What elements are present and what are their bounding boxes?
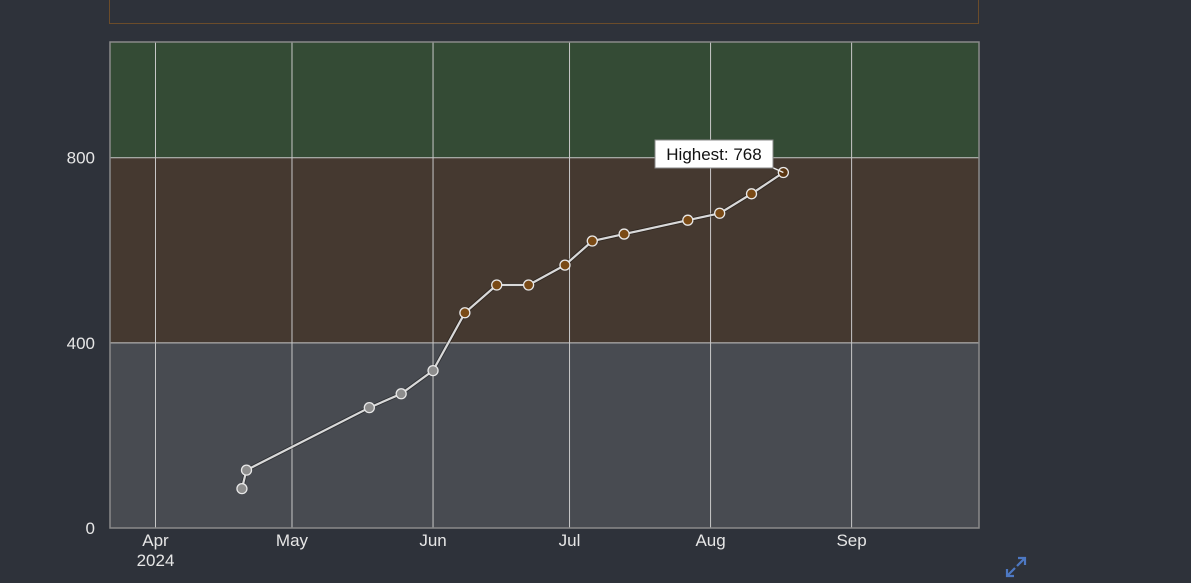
data-point — [459, 307, 471, 319]
data-point — [559, 259, 571, 271]
annotation-box — [654, 139, 774, 169]
data-point — [240, 464, 253, 476]
x-tick-label: Jul — [559, 531, 581, 550]
plot-band-1 — [110, 157, 979, 343]
data-point — [618, 228, 630, 240]
x-tick-label: Jun — [419, 531, 446, 550]
plot-border — [109, 41, 980, 529]
expand-icon[interactable] — [1004, 556, 1028, 578]
data-point — [682, 214, 694, 226]
data-point — [427, 364, 439, 377]
x-tick-sublabel: 2024 — [137, 551, 175, 570]
plot-band-2 — [110, 42, 979, 158]
data-point — [491, 279, 503, 291]
x-tick-label: Aug — [695, 531, 725, 550]
x-tick-label: May — [276, 531, 309, 550]
annotation-label: Highest: 768 — [666, 145, 761, 164]
y-tick-label: 0 — [86, 519, 95, 538]
data-point — [395, 388, 407, 400]
data-point — [586, 235, 598, 247]
data-point — [236, 483, 248, 495]
x-tick-label: Sep — [836, 531, 866, 550]
y-tick-label: 400 — [67, 334, 95, 353]
top-panel — [109, 0, 979, 24]
x-tick-label: Apr — [142, 531, 169, 550]
data-point — [745, 188, 758, 200]
data-point — [522, 279, 535, 291]
y-tick-label: 800 — [67, 149, 95, 168]
data-point — [714, 207, 726, 219]
data-point — [363, 402, 375, 414]
plot-band-0 — [110, 342, 979, 528]
